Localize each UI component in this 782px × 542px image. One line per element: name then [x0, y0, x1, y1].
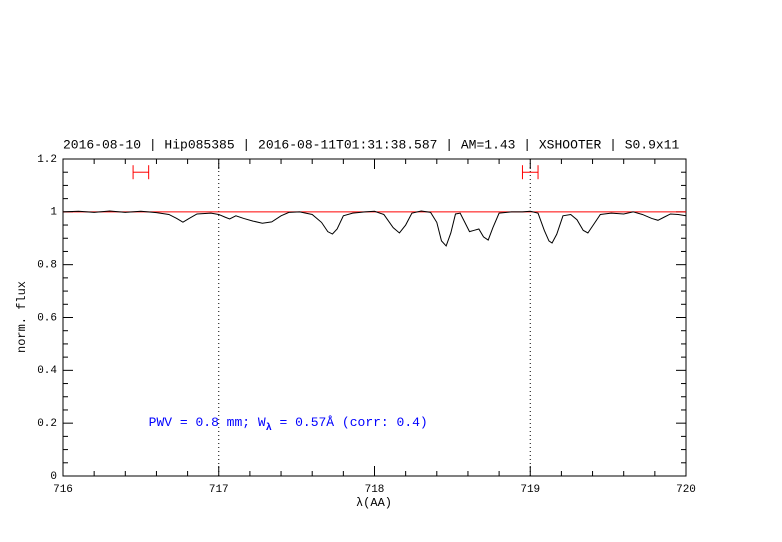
x-tick-label: 717	[209, 484, 229, 496]
y-tick-label: 0.8	[37, 260, 57, 272]
x-axis-label: λ(AA)	[356, 496, 392, 510]
x-tick-label: 719	[520, 484, 540, 496]
y-tick-label: 0.4	[37, 365, 57, 377]
y-tick-label: 1.2	[37, 154, 57, 166]
y-tick-label: 0.6	[37, 312, 57, 324]
x-tick-label: 718	[365, 484, 385, 496]
error-bar-marker	[521, 165, 539, 180]
annotation-subscript: λ	[266, 422, 272, 434]
y-tick-label: 0.2	[37, 418, 57, 430]
x-tick-label: 720	[676, 484, 696, 496]
annotation-text: = 0.57Å (corr: 0.4)	[272, 416, 428, 431]
error-bar-marker	[132, 165, 150, 180]
chart-title: 2016-08-10 | Hip085385 | 2016-08-11T01:3…	[63, 137, 679, 152]
annotation-text: PWV = 0.8 mm; W	[149, 416, 266, 431]
y-tick-label: 1	[50, 207, 57, 219]
spectrum-line	[62, 210, 687, 247]
annotation: PWV = 0.8 mm; Wλ = 0.57Å (corr: 0.4)	[149, 416, 428, 434]
y-tick-label: 0	[50, 471, 57, 483]
x-tick-label: 716	[53, 484, 73, 496]
y-axis-label: norm. flux	[15, 281, 29, 353]
